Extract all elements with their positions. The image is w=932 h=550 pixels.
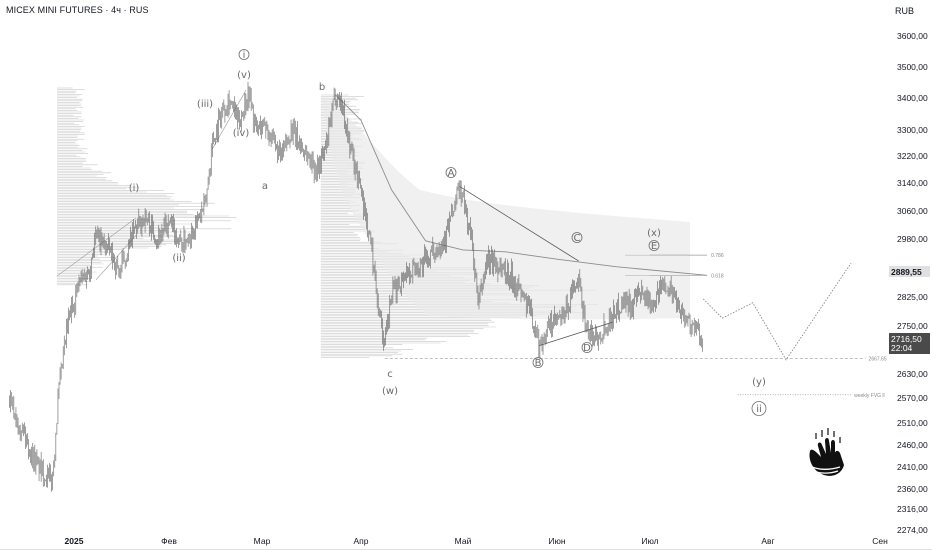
y-tick-label: 2980,00 (897, 234, 928, 244)
x-tick-label: Сен (872, 536, 888, 546)
x-tick-label: Июн (548, 536, 565, 546)
chart-title: MICEX MINI FUTURES · 4ч · RUS (6, 5, 149, 15)
wave-label: (iii) (197, 99, 213, 110)
cloud-band (322, 96, 690, 320)
wave-label-circle (751, 401, 767, 416)
y-tick-label: 3300,00 (897, 125, 928, 135)
price-badge-upper: 2889,55 (889, 266, 930, 277)
wave-label: B (535, 358, 542, 369)
y-tick-label: 3140,00 (897, 178, 928, 188)
level-label: 0.618 (711, 273, 724, 279)
wave-label: (i) (129, 183, 140, 194)
wave-label: A (448, 168, 455, 179)
y-tick-label: 3220,00 (897, 151, 928, 161)
wave-label: C (574, 233, 581, 244)
y-tick-label: 3600,00 (897, 31, 928, 41)
wave-label: (y) (752, 377, 766, 388)
price-badge-last-text: 2716,50 (891, 334, 922, 344)
x-tick-label: Мар (254, 536, 271, 546)
level-label: 2667.65 (869, 357, 887, 363)
wave-label: (iv) (233, 128, 250, 139)
x-tick-label: Апр (354, 536, 369, 546)
wave-label: (v) (237, 70, 251, 81)
moving-average-line (335, 94, 708, 276)
wave-label-circle (571, 232, 583, 243)
y-tick-label: 3060,00 (897, 206, 928, 216)
wave-label: a (262, 181, 268, 192)
wave-label-circle (238, 49, 250, 60)
y-tick-label: 2510,00 (897, 418, 928, 428)
y-tick-label: 2410,00 (897, 462, 928, 472)
level-label: weekly FVG ll (854, 393, 885, 399)
price-badge-countdown-text: 22:04 (891, 343, 913, 353)
volume-profile-jan-mar (57, 87, 237, 286)
wave-labels-layer: i (v) (iii) (iv) a (i) (ii) b c (w) A B C D E (x) (y) ii (129, 49, 767, 416)
x-tick-label: Фев (161, 536, 177, 546)
y-tick-label: 2274,00 (897, 525, 928, 535)
currency-label: RUB (894, 6, 914, 16)
wave-label-circle (648, 240, 660, 251)
y-tick-label: 3400,00 (897, 93, 928, 103)
x-tick-label: 2025 (65, 536, 84, 546)
y-tick-label: 3500,00 (897, 62, 928, 72)
level-label: 0.786 (711, 253, 724, 259)
y-tick-label: 2630,00 (897, 369, 928, 379)
wave-label-circle (581, 342, 593, 353)
y-tick-label: 2750,00 (897, 321, 928, 331)
x-tick-label: Май (455, 536, 472, 546)
wave-label: b (319, 82, 325, 93)
wave-label: c (387, 369, 393, 380)
wave-label: (ii) (172, 253, 185, 264)
projection-path (702, 262, 852, 361)
x-axis-ticks: 2025 Фев Мар Апр Май Июн Июл Авг Сен (65, 536, 889, 546)
shaka-hand-logo (809, 428, 844, 476)
candles-layer (9, 81, 703, 492)
x-tick-label: Авг (761, 536, 774, 546)
price-badge-upper-text: 2889,55 (891, 267, 922, 277)
wave-label: i (243, 50, 246, 61)
drawings-layer: 2667.65 weekly FVG ll 0.786 0.618 (56, 90, 887, 399)
wave-label: ii (756, 404, 762, 415)
triangle-lower-line (538, 321, 613, 347)
y-tick-label: 2460,00 (897, 440, 928, 450)
price-badge-last: 2716,50 22:04 (889, 333, 930, 354)
channel-line (56, 217, 137, 277)
y-tick-label: 2825,00 (897, 292, 928, 302)
x-tick-label: Июл (641, 536, 658, 546)
wave-label: (x) (647, 228, 661, 239)
y-axis-ticks: 3600,00 3500,00 3400,00 3300,00 3220,00 3140,… (897, 31, 928, 535)
wave-label: E (651, 241, 657, 252)
y-axis-area (885, 18, 932, 550)
wave-label: D (583, 343, 591, 354)
y-tick-label: 2360,00 (897, 484, 928, 494)
wave-label-circle (532, 357, 544, 368)
y-tick-label: 2570,00 (897, 393, 928, 403)
y-tick-label: 2316,00 (897, 504, 928, 514)
wave-label: (w) (382, 386, 398, 397)
wave-label-circle (445, 167, 457, 178)
triangle-upper-line (459, 186, 579, 262)
